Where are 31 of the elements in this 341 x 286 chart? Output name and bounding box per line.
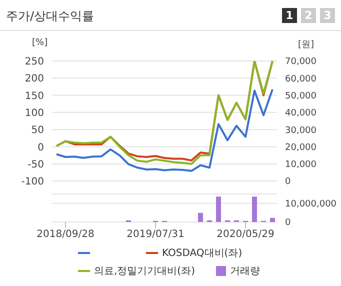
y2-tick-label: 30,000 xyxy=(285,126,317,136)
bar xyxy=(198,212,203,222)
y-tick-label: 0 xyxy=(38,142,44,154)
y-tick-label: 10,000,000 xyxy=(285,200,337,210)
x-tick-label: 2018/09/28 xyxy=(36,229,94,240)
x-tick-label: 2019/07/31 xyxy=(126,229,184,240)
y-tick-label: 200 xyxy=(24,74,44,85)
y-tick-label: 50 xyxy=(31,125,44,136)
y2-axis-title: [원] xyxy=(298,39,314,51)
bar xyxy=(270,218,275,222)
y2-tick-label: 20,000 xyxy=(285,142,317,153)
y2-tick-label: 10,000 xyxy=(285,160,317,170)
line-series xyxy=(56,88,274,172)
y-tick-label: -50 xyxy=(28,159,44,170)
y2-tick-label: 50,000 xyxy=(285,91,317,102)
y-tick-label: 100 xyxy=(24,108,44,119)
y2-tick-label: 40,000 xyxy=(285,108,317,119)
x-tick-label: 2020/05/29 xyxy=(216,229,274,240)
chart-title: 주가/상대수익률 xyxy=(6,8,94,25)
y-axis-title: [%] xyxy=(32,38,48,48)
bar xyxy=(216,196,221,222)
legend-label: 의료,정밀기기대비(좌) xyxy=(94,265,195,278)
y-tick-label: 250 xyxy=(24,56,44,68)
text: 1 xyxy=(282,8,297,23)
y-tick-label: -100 xyxy=(21,176,44,188)
bar xyxy=(252,196,257,222)
y-tick-label: 150 xyxy=(24,90,44,102)
y2-tick-label: 70,000 xyxy=(285,57,317,68)
legend-label: KOSDAQ대비(좌) xyxy=(162,247,242,260)
y2-tick-label: 60,000 xyxy=(285,74,317,84)
legend-label: 거래량 xyxy=(230,265,260,278)
